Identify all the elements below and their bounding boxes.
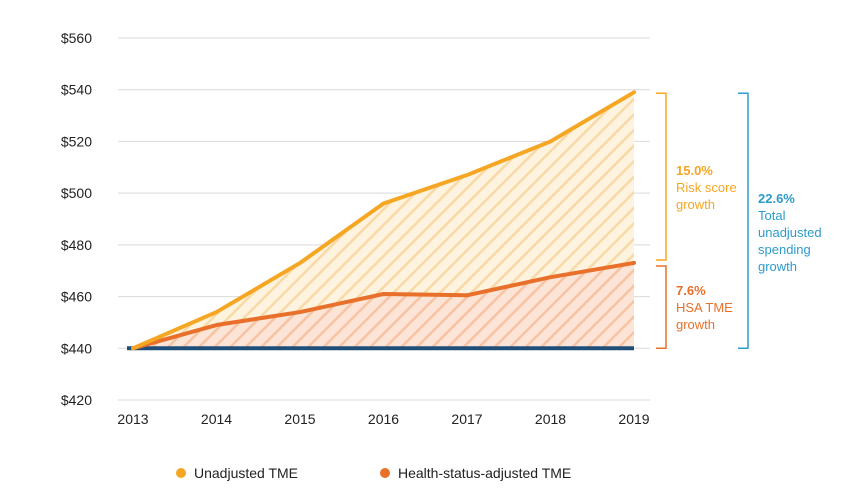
x-axis-ticks: 2013 2014 2015 2016 2017 2018 2019	[117, 411, 649, 427]
x-tick-label: 2013	[117, 411, 148, 427]
hsa-growth-value: 7.6%	[676, 283, 706, 298]
legend-dot-adjusted	[380, 468, 390, 478]
hsa-growth-label-1: HSA TME	[676, 300, 733, 315]
hsa-growth-area	[133, 262, 634, 349]
hsa-growth-label-2: growth	[676, 317, 715, 332]
y-tick-label: $500	[61, 185, 92, 201]
shaded-areas	[133, 92, 634, 349]
annotation-total-growth: 22.6% Total unadjusted spending growth	[758, 191, 822, 274]
y-tick-label: $440	[61, 340, 92, 356]
risk-score-bracket	[656, 92, 667, 261]
y-tick-label: $520	[61, 133, 92, 149]
y-axis-ticks: $420 $440 $460 $480 $500 $520 $540 $560	[61, 30, 92, 408]
total-growth-value: 22.6%	[758, 191, 795, 206]
series-line-unadjusted	[131, 90, 636, 351]
x-tick-label: 2018	[535, 411, 566, 427]
y-tick-label: $480	[61, 237, 92, 253]
y-tick-label: $460	[61, 289, 92, 305]
legend-item-adjusted: Health-status-adjusted TME	[380, 465, 571, 481]
y-tick-label: $560	[61, 30, 92, 46]
legend-label-adjusted: Health-status-adjusted TME	[398, 465, 572, 481]
total-growth-label-1: Total	[758, 208, 786, 223]
legend-dot-unadjusted	[176, 468, 186, 478]
y-tick-label: $540	[61, 82, 92, 98]
x-tick-label: 2016	[368, 411, 399, 427]
line-chart: $420$440$460$480$500$520$540$560 2013 201…	[61, 30, 822, 427]
total-growth-label-4: growth	[758, 259, 797, 274]
legend-item-unadjusted: Unadjusted TME	[176, 465, 298, 481]
hsa-growth-bracket	[656, 265, 667, 350]
total-growth-label-2: unadjusted	[758, 225, 822, 240]
risk-growth-value: 15.0%	[676, 163, 713, 178]
x-tick-label: 2017	[451, 411, 482, 427]
annotation-hsa-tme: 7.6% HSA TME growth	[676, 283, 733, 332]
risk-growth-label-2: growth	[676, 197, 715, 212]
annotation-risk-score: 15.0% Risk score growth	[676, 163, 737, 212]
series-lines	[127, 90, 636, 351]
x-tick-label: 2014	[201, 411, 232, 427]
legend-label-unadjusted: Unadjusted TME	[194, 465, 299, 481]
risk-growth-label-1: Risk score	[676, 180, 737, 195]
total-growth-bracket	[738, 92, 749, 350]
series-line-adjusted	[131, 260, 636, 351]
x-tick-label: 2019	[618, 411, 649, 427]
y-tick-label: $420	[61, 392, 92, 408]
growth-brackets	[656, 92, 749, 350]
total-growth-label-3: spending	[758, 242, 811, 257]
x-tick-label: 2015	[284, 411, 315, 427]
